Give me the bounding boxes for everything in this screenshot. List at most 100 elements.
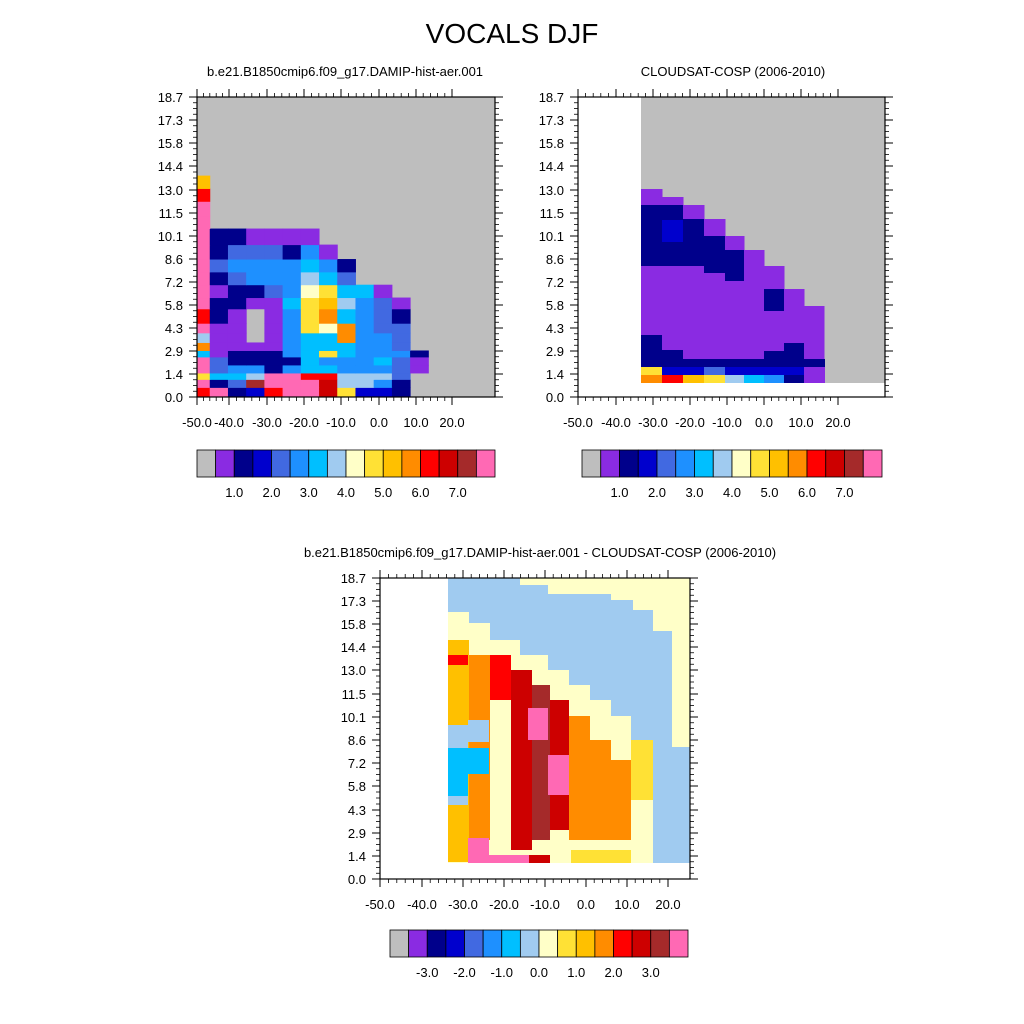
heatmap-cell — [373, 364, 393, 374]
heatmap-cell — [337, 364, 356, 374]
colorbar-swatch — [594, 929, 614, 958]
heatmap-cell — [337, 297, 356, 310]
heatmap-cell — [197, 259, 211, 273]
heatmap-cell — [282, 332, 302, 343]
heatmap-cell — [209, 308, 229, 324]
y-tick-label: 7.2 — [165, 275, 183, 290]
heatmap-cell — [264, 271, 284, 286]
x-tick-label: -40.0 — [601, 415, 631, 430]
heatmap-cell — [373, 342, 393, 351]
heatmap-cell — [246, 259, 265, 273]
heatmap-cell — [300, 364, 320, 374]
y-tick-label: 10.1 — [539, 229, 564, 244]
heatmap-cell — [197, 215, 211, 230]
x-tick-label: 20.0 — [439, 415, 464, 430]
heatmap-cell — [337, 342, 356, 351]
heatmap-cell — [197, 323, 211, 334]
y-tick-label: 15.8 — [539, 136, 564, 151]
heatmap-cell — [300, 244, 320, 260]
heatmap-cell — [209, 372, 229, 380]
heatmap-cell — [319, 271, 338, 286]
heatmap-cell — [319, 372, 338, 380]
heatmap-cell — [282, 350, 302, 358]
heatmap-cell — [373, 379, 393, 388]
heatmap-cell — [683, 375, 704, 383]
heatmap-cell — [319, 364, 338, 374]
heatmap-cell — [209, 259, 229, 273]
heatmap-cell — [264, 387, 284, 398]
colorbar-swatch — [389, 929, 410, 958]
heatmap-cell — [319, 308, 338, 324]
heatmap-cell — [319, 332, 338, 343]
y-tick-label: 0.0 — [165, 390, 183, 405]
heatmap-cell — [264, 284, 284, 299]
heatmap-cell — [246, 364, 265, 374]
y-tick-label: 17.3 — [341, 594, 366, 609]
heatmap-cell — [227, 259, 247, 273]
y-tick-label: 1.4 — [348, 849, 366, 864]
colorbar-swatch — [613, 929, 633, 958]
heatmap-cell — [246, 228, 265, 246]
y-tick-label: 4.3 — [165, 321, 183, 336]
heatmap-cell — [683, 219, 704, 266]
x-tick-label: 20.0 — [655, 897, 680, 912]
heatmap-cell — [489, 855, 529, 863]
x-tick-label: -20.0 — [289, 415, 319, 430]
y-tick-label: 7.2 — [348, 756, 366, 771]
heatmap-cell — [264, 342, 284, 351]
panel-3: b.e21.B1850cmip6.f09_g17.DAMIP-hist-aer.… — [304, 545, 776, 980]
heatmap-cell — [704, 367, 725, 375]
y-tick-label: 2.9 — [165, 344, 183, 359]
heatmap-cell — [197, 271, 211, 286]
heatmap-cell — [209, 244, 229, 260]
heatmap-cell — [209, 271, 229, 286]
y-tick-label: 14.4 — [341, 640, 366, 655]
heatmap-cell — [355, 297, 375, 310]
x-tick-label: 10.0 — [788, 415, 813, 430]
heatmap-cell — [209, 297, 229, 310]
heatmap-cell — [300, 387, 320, 398]
heatmap-cell — [209, 364, 229, 374]
heatmap-cell — [373, 284, 393, 299]
colorbar-label: 4.0 — [337, 485, 355, 500]
x-tick-label: -10.0 — [326, 415, 356, 430]
x-tick-label: -20.0 — [675, 415, 705, 430]
heatmap-cell — [300, 259, 320, 273]
x-tick-label: 0.0 — [370, 415, 388, 430]
colorbar-label: 1.0 — [225, 485, 243, 500]
heatmap-cell — [337, 356, 356, 366]
colorbar-label: 3.0 — [300, 485, 318, 500]
heatmap-cell — [227, 372, 247, 380]
x-tick-label: 0.0 — [577, 897, 595, 912]
y-tick-label: 18.7 — [158, 90, 183, 105]
heatmap-cell — [197, 332, 211, 343]
heatmap-cell — [641, 205, 662, 266]
heatmap-cell — [282, 379, 302, 388]
panel-title: b.e21.B1850cmip6.f09_g17.DAMIP-hist-aer.… — [304, 545, 776, 560]
colorbar-swatch — [694, 449, 714, 478]
heatmap-cell — [373, 372, 393, 380]
x-tick-label: -40.0 — [407, 897, 437, 912]
y-tick-label: 1.4 — [165, 367, 183, 382]
heatmap-cell — [725, 367, 746, 375]
heatmap-cell — [468, 720, 489, 742]
heatmap-cell — [227, 228, 247, 246]
heatmap-cell — [391, 372, 411, 380]
heatmap-cell — [355, 356, 375, 366]
heatmap-cell — [784, 375, 805, 383]
heatmap-cell — [391, 387, 411, 398]
colorbar-label: 3.0 — [685, 485, 703, 500]
heatmap-cell — [264, 332, 284, 343]
x-tick-label: 10.0 — [403, 415, 428, 430]
heatmap-cell — [641, 359, 825, 367]
heatmap-cell — [391, 342, 411, 351]
colorbar-swatch — [382, 449, 403, 478]
colorbar-swatch — [675, 449, 695, 478]
heatmap-cell — [355, 342, 375, 351]
colorbar-label: -2.0 — [453, 965, 475, 980]
heatmap-cell — [319, 342, 338, 351]
heatmap-cell — [264, 350, 284, 358]
heatmap-cell — [391, 350, 411, 358]
y-tick-label: 13.0 — [158, 183, 183, 198]
